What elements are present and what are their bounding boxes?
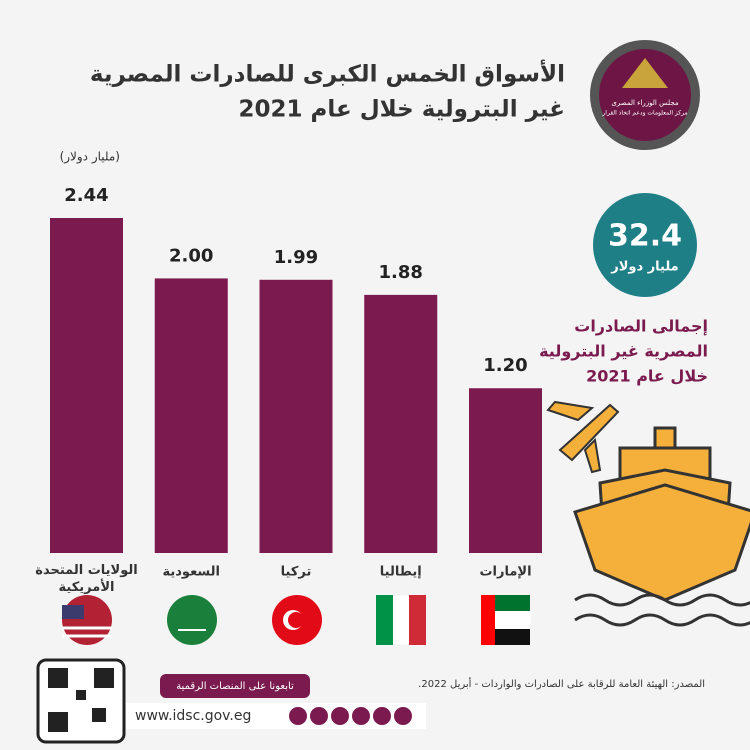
source: المصدر: الهيئة العامة للرقابة على الصادر… — [418, 677, 705, 690]
social-icons[interactable] — [289, 707, 412, 725]
ship-icon — [573, 426, 750, 627]
logo-text: مجلس الوزراء المصرى — [611, 99, 678, 107]
value-label: 2.44 — [64, 185, 108, 206]
total-description: المصرية غير البترولية — [539, 342, 708, 361]
value-label: 1.20 — [483, 355, 527, 376]
logo-text: مركز المعلومات ودعم اتخاذ القرار — [601, 110, 687, 117]
value-label: 1.99 — [274, 247, 318, 268]
title-line: غير البترولية خلال عام 2021 — [238, 97, 565, 123]
follow-text: تابعونا على المنصات الرقمية — [176, 681, 294, 692]
bars: 2.44 الولايات المتحدة الأمريكية 2.00 السعودي… — [35, 185, 542, 595]
title-line: الأسواق الخمس الكبرى للصادرات المصرية — [90, 59, 565, 88]
bar — [469, 388, 542, 553]
value-label: 2.00 — [169, 245, 213, 266]
follow-pill — [160, 674, 310, 698]
category-label: إيطاليا — [380, 565, 422, 580]
bar — [364, 294, 438, 553]
qr-code — [36, 658, 126, 744]
total-badge — [593, 193, 697, 297]
logo — [599, 49, 691, 141]
website: www.idsc.gov.eg — [135, 708, 251, 724]
category-label: تركيا — [281, 565, 312, 580]
total-value: 32.4 — [608, 219, 682, 254]
category-label: الولايات المتحدة الأمريكية — [35, 563, 137, 595]
plane-icon — [546, 400, 620, 474]
category-label: السعودية — [163, 565, 221, 580]
bar — [50, 218, 123, 553]
total-description: إجمالى الصادرات — [574, 317, 708, 336]
bar — [259, 279, 333, 553]
total-unit: مليار دولار — [610, 260, 678, 275]
flags — [62, 595, 531, 645]
value-label: 1.88 — [379, 262, 423, 283]
unit-label: (مليار دولار) — [60, 150, 120, 165]
bar — [154, 278, 228, 553]
category-label: الإمارات — [479, 565, 531, 580]
total-description: خلال عام 2021 — [586, 367, 708, 386]
logo-emblem — [622, 58, 668, 88]
